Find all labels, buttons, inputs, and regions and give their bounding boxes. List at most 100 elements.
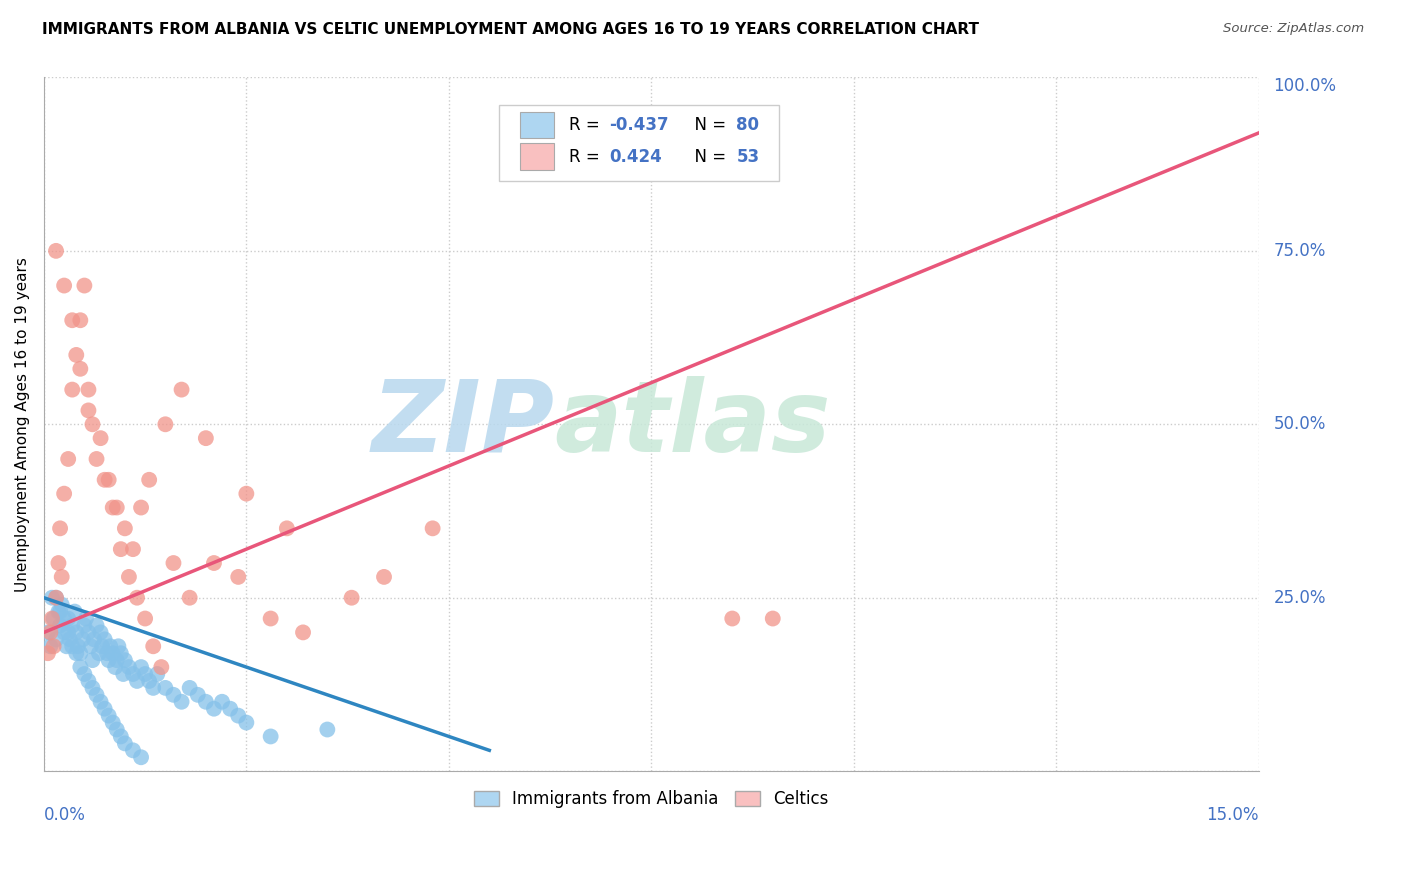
- Point: [90, 625, 112, 640]
- Point: [45, 632, 67, 647]
- Point: [93, 473, 115, 487]
- Text: Source: ZipAtlas.com: Source: ZipAtlas.com: [1223, 22, 1364, 36]
- Point: [69, 646, 91, 660]
- Point: [98, 640, 121, 654]
- Point: [122, 743, 145, 757]
- Text: -0.437: -0.437: [609, 116, 668, 135]
- Point: [373, 570, 395, 584]
- Point: [101, 646, 124, 660]
- Point: [179, 681, 201, 695]
- Point: [73, 278, 96, 293]
- Point: [56, 611, 79, 625]
- Point: [114, 521, 136, 535]
- Text: N =: N =: [685, 147, 731, 166]
- Point: [49, 605, 72, 619]
- Point: [60, 383, 83, 397]
- Text: 53: 53: [737, 147, 759, 166]
- Point: [104, 660, 127, 674]
- Point: [75, 611, 97, 625]
- Point: [97, 473, 120, 487]
- Point: [162, 556, 184, 570]
- Point: [219, 702, 242, 716]
- Point: [45, 591, 67, 605]
- Point: [49, 618, 72, 632]
- Text: 15.0%: 15.0%: [1206, 805, 1258, 824]
- Point: [118, 660, 141, 674]
- Point: [110, 646, 132, 660]
- Point: [53, 611, 76, 625]
- Point: [77, 673, 100, 688]
- Point: [56, 452, 79, 467]
- Point: [194, 431, 217, 445]
- Point: [170, 695, 193, 709]
- Point: [105, 723, 128, 737]
- Point: [202, 702, 225, 716]
- Point: [114, 653, 136, 667]
- Point: [138, 673, 160, 688]
- Point: [138, 473, 160, 487]
- Point: [187, 688, 209, 702]
- Point: [179, 591, 201, 605]
- Point: [77, 625, 100, 640]
- Point: [82, 681, 104, 695]
- Text: R =: R =: [568, 116, 605, 135]
- Point: [129, 660, 152, 674]
- Point: [142, 640, 165, 654]
- Point: [142, 681, 165, 695]
- FancyBboxPatch shape: [520, 144, 554, 169]
- Text: 50.0%: 50.0%: [1274, 416, 1326, 434]
- Point: [721, 611, 744, 625]
- Point: [112, 667, 135, 681]
- Point: [97, 708, 120, 723]
- Point: [77, 383, 100, 397]
- Point: [77, 403, 100, 417]
- Text: IMMIGRANTS FROM ALBANIA VS CELTIC UNEMPLOYMENT AMONG AGES 16 TO 19 YEARS CORRELA: IMMIGRANTS FROM ALBANIA VS CELTIC UNEMPL…: [42, 22, 979, 37]
- Point: [122, 667, 145, 681]
- Point: [86, 452, 108, 467]
- Point: [340, 591, 363, 605]
- Text: N =: N =: [685, 116, 731, 135]
- Point: [59, 632, 82, 647]
- Point: [37, 646, 59, 660]
- Point: [93, 632, 115, 647]
- Point: [762, 611, 785, 625]
- Point: [110, 542, 132, 557]
- Point: [37, 625, 59, 640]
- Text: ZIP: ZIP: [371, 376, 554, 473]
- Point: [134, 667, 156, 681]
- Point: [202, 556, 225, 570]
- Point: [422, 521, 444, 535]
- FancyBboxPatch shape: [520, 112, 554, 138]
- Point: [63, 605, 86, 619]
- Point: [129, 750, 152, 764]
- Point: [118, 570, 141, 584]
- Point: [316, 723, 339, 737]
- Point: [69, 361, 91, 376]
- Point: [226, 570, 249, 584]
- Text: atlas: atlas: [554, 376, 831, 473]
- Point: [105, 500, 128, 515]
- Point: [65, 348, 87, 362]
- Point: [73, 618, 96, 632]
- Point: [60, 313, 83, 327]
- Text: 100.0%: 100.0%: [1274, 78, 1336, 95]
- Point: [114, 736, 136, 750]
- Point: [65, 646, 87, 660]
- Point: [259, 730, 281, 744]
- Y-axis label: Unemployment Among Ages 16 to 19 years: Unemployment Among Ages 16 to 19 years: [15, 257, 30, 591]
- Point: [45, 591, 67, 605]
- Legend: Immigrants from Albania, Celtics: Immigrants from Albania, Celtics: [467, 783, 835, 814]
- Point: [42, 640, 65, 654]
- Point: [42, 611, 65, 625]
- Text: 0.424: 0.424: [609, 147, 661, 166]
- Point: [134, 611, 156, 625]
- Text: 0.0%: 0.0%: [44, 805, 86, 824]
- Point: [150, 660, 173, 674]
- Point: [49, 521, 72, 535]
- Point: [56, 625, 79, 640]
- Point: [69, 313, 91, 327]
- Point: [122, 542, 145, 557]
- Point: [162, 688, 184, 702]
- Point: [110, 730, 132, 744]
- Point: [292, 625, 315, 640]
